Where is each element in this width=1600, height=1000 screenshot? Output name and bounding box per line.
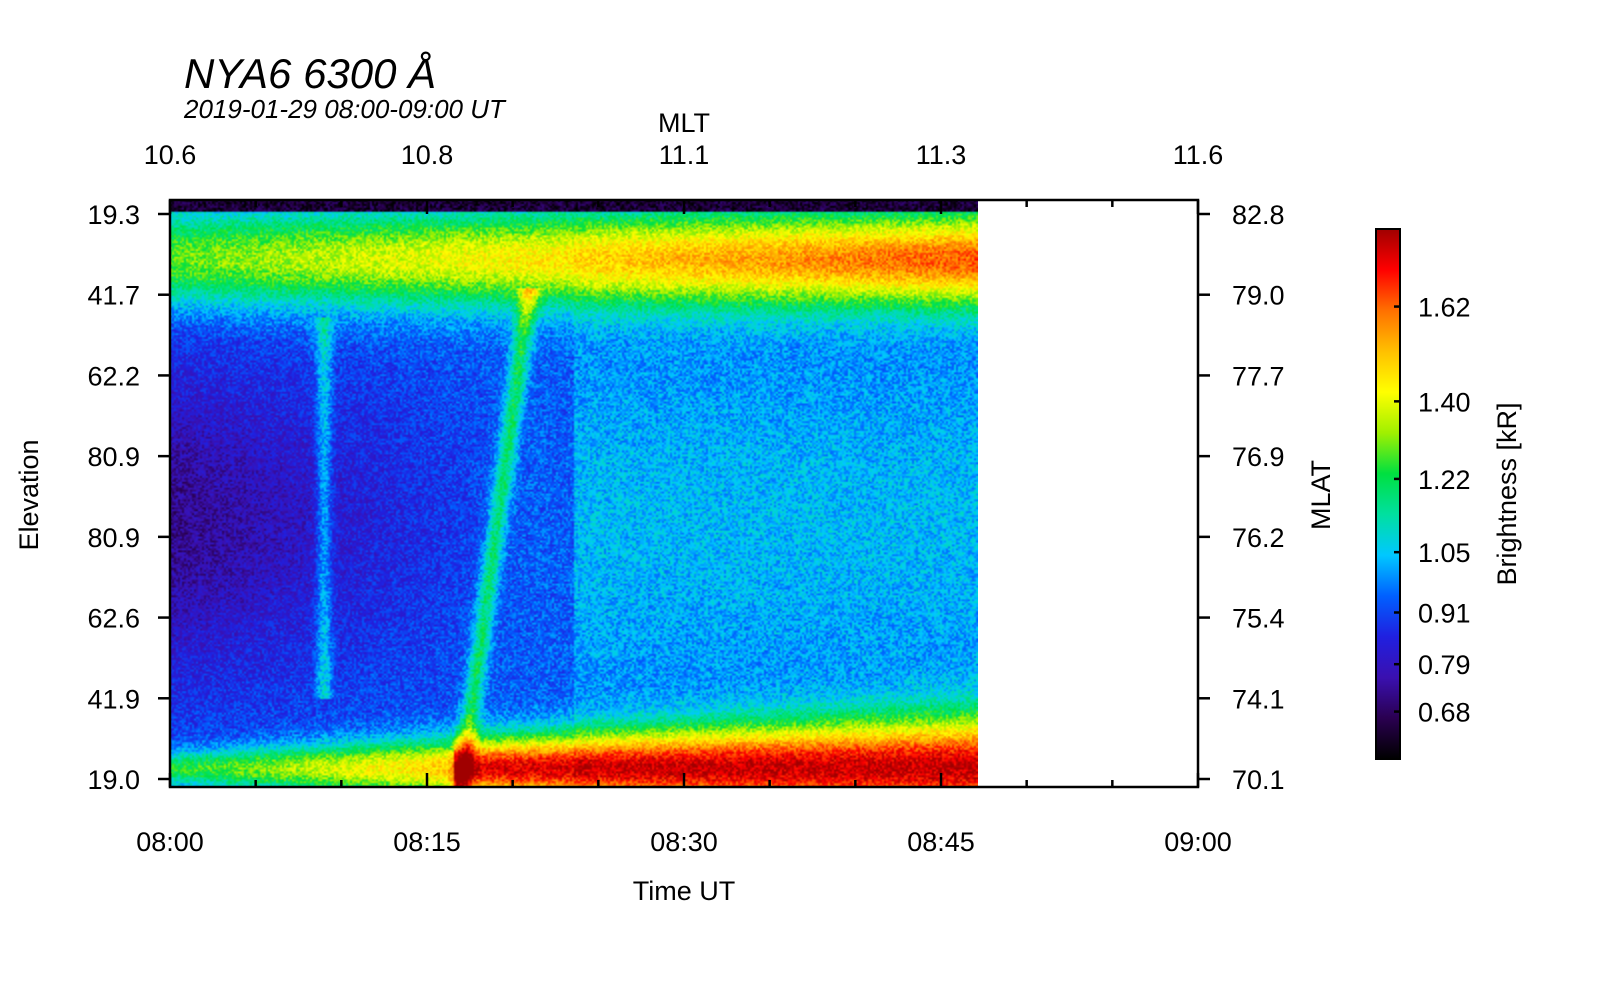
y-tick-label: 19.0 [87, 765, 140, 795]
colorbar-tick-label: 1.40 [1418, 387, 1471, 417]
y-tick-label: 19.3 [87, 200, 140, 230]
right-tick-label: 77.7 [1232, 361, 1285, 391]
right-axis: 82.8 79.0 77.7 76.9 76.2 75.4 74.1 70.1 [1198, 200, 1285, 795]
y-tick-label: 62.2 [87, 361, 140, 391]
top-tick-label: 11.3 [916, 140, 967, 170]
y-tick-label: 41.7 [87, 281, 140, 311]
colorbar [1375, 228, 1401, 760]
colorbar-tick-label: 1.05 [1418, 538, 1471, 568]
colorbar-tick-label: 1.62 [1418, 293, 1471, 323]
colorbar-tick-label: 1.22 [1418, 465, 1471, 495]
right-tick-label: 76.2 [1232, 523, 1285, 553]
colorbar-tick-label: 0.91 [1418, 598, 1471, 628]
right-tick-label: 79.0 [1232, 281, 1285, 311]
left-axis: 19.3 41.7 62.2 80.9 80.9 62.6 41.9 19.0 [87, 200, 170, 795]
x-tick-label: 08:15 [393, 827, 461, 857]
top-axis: 10.6 10.8 11.1 11.3 11.6 [144, 140, 1224, 214]
right-tick-label: 75.4 [1232, 604, 1285, 634]
top-tick-label: 10.6 [144, 140, 197, 170]
y-tick-label: 80.9 [87, 523, 140, 553]
x-axis-title: Time UT [633, 876, 736, 906]
y-tick-label: 41.9 [87, 684, 140, 714]
top-tick-label: 10.8 [401, 140, 454, 170]
right-tick-label: 76.9 [1232, 442, 1285, 472]
y-axis-title: Elevation [14, 439, 44, 550]
heatmap-area [170, 200, 978, 787]
right-tick-label: 70.1 [1232, 765, 1285, 795]
colorbar-ticks: 1.62 1.40 1.22 1.05 0.91 0.79 0.68 [1394, 293, 1471, 728]
y-tick-label: 62.6 [87, 604, 140, 634]
heatmap-image [170, 200, 978, 787]
colorbar-tick-label: 0.68 [1418, 698, 1471, 728]
top-tick-label: 11.1 [659, 140, 710, 170]
colorbar-title: Brightness [kR] [1492, 402, 1522, 585]
chart-subtitle: 2019-01-29 08:00-09:00 UT [183, 94, 507, 124]
x-tick-label: 09:00 [1164, 827, 1232, 857]
x-tick-label: 08:30 [650, 827, 718, 857]
chart-title: NYA6 6300 Å [184, 50, 436, 97]
right-tick-label: 82.8 [1232, 200, 1285, 230]
right-axis-title: MLAT [1306, 460, 1336, 530]
colorbar-tick-label: 0.79 [1418, 650, 1471, 680]
bottom-axis: 08:00 08:15 08:30 08:45 09:00 [136, 773, 1232, 857]
x-tick-label: 08:00 [136, 827, 204, 857]
top-axis-title: MLT [658, 108, 710, 138]
top-tick-label: 11.6 [1173, 140, 1224, 170]
right-tick-label: 74.1 [1232, 684, 1285, 714]
x-tick-label: 08:45 [907, 827, 975, 857]
y-tick-label: 80.9 [87, 442, 140, 472]
